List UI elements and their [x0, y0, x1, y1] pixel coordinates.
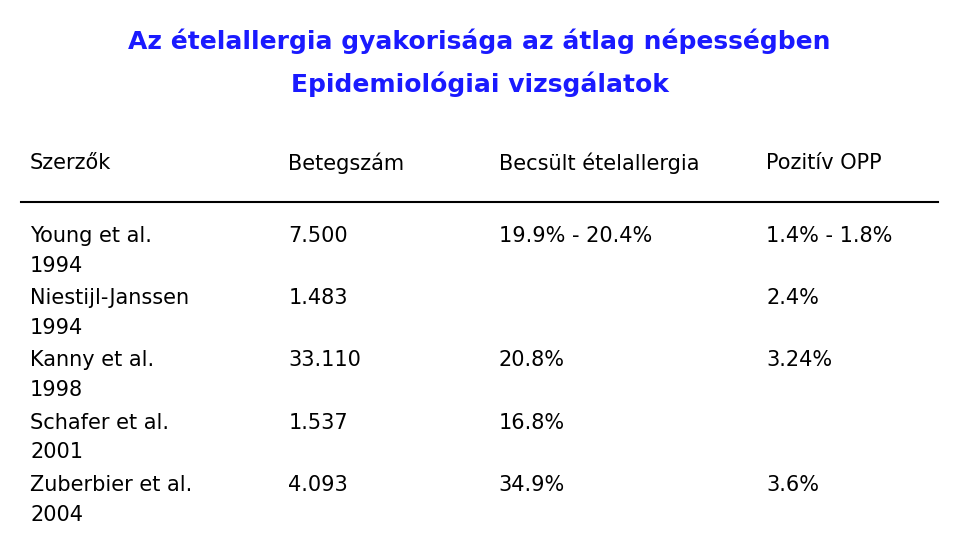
Text: 7.500: 7.500 — [289, 226, 348, 246]
Text: Az ételallergia gyakorisága az átlag népességben: Az ételallergia gyakorisága az átlag nép… — [129, 28, 830, 54]
Text: 2.4%: 2.4% — [766, 288, 819, 308]
Text: 1994: 1994 — [30, 256, 83, 276]
Text: Zuberbier et al.: Zuberbier et al. — [30, 475, 193, 495]
Text: Pozitív OPP: Pozitív OPP — [766, 153, 882, 173]
Text: 19.9% - 20.4%: 19.9% - 20.4% — [499, 226, 652, 246]
Text: Becsült ételallergia: Becsült ételallergia — [499, 153, 699, 175]
Text: 3.24%: 3.24% — [766, 350, 832, 370]
Text: 34.9%: 34.9% — [499, 475, 565, 495]
Text: 1.483: 1.483 — [289, 288, 348, 308]
Text: 1998: 1998 — [30, 380, 83, 400]
Text: Schafer et al.: Schafer et al. — [30, 413, 169, 432]
Text: Kanny et al.: Kanny et al. — [30, 350, 154, 370]
Text: 1.537: 1.537 — [289, 413, 348, 432]
Text: 20.8%: 20.8% — [499, 350, 565, 370]
Text: 1994: 1994 — [30, 318, 83, 338]
Text: Niestijl-Janssen: Niestijl-Janssen — [30, 288, 189, 308]
Text: 2004: 2004 — [30, 505, 83, 525]
Text: Epidemiológiai vizsgálatok: Epidemiológiai vizsgálatok — [291, 72, 668, 97]
Text: 2001: 2001 — [30, 442, 83, 462]
Text: Young et al.: Young et al. — [30, 226, 152, 246]
Text: 1.4% - 1.8%: 1.4% - 1.8% — [766, 226, 893, 246]
Text: Betegszám: Betegszám — [289, 153, 405, 175]
Text: 33.110: 33.110 — [289, 350, 362, 370]
Text: 16.8%: 16.8% — [499, 413, 565, 432]
Text: 3.6%: 3.6% — [766, 475, 819, 495]
Text: 4.093: 4.093 — [289, 475, 348, 495]
Text: Szerzők: Szerzők — [30, 153, 111, 173]
